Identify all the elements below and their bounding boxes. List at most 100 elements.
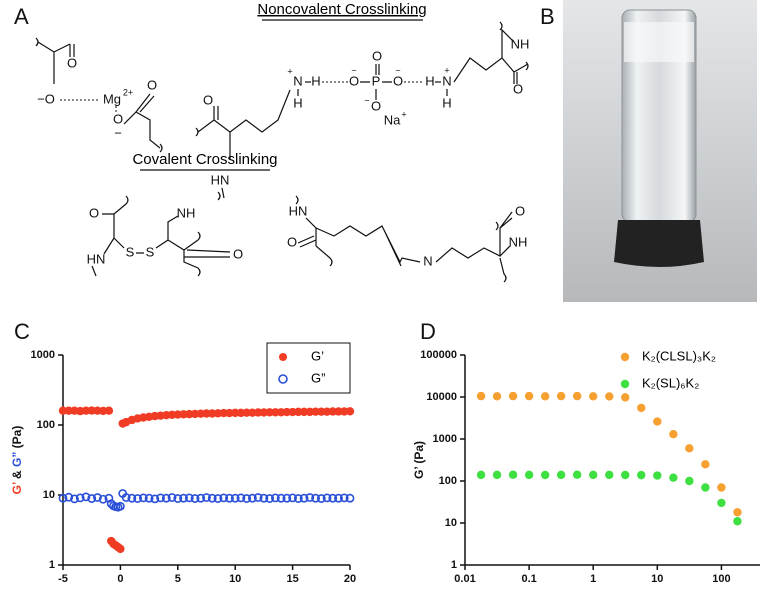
data-point bbox=[270, 493, 280, 503]
atom: H bbox=[442, 95, 451, 110]
bond bbox=[123, 93, 163, 153]
data-point bbox=[508, 470, 518, 479]
atom: −O bbox=[37, 91, 55, 106]
legend-marker bbox=[620, 379, 630, 389]
panel-label: A bbox=[14, 4, 29, 29]
data-point bbox=[701, 460, 710, 469]
data-point bbox=[161, 493, 171, 503]
data-point bbox=[299, 407, 309, 417]
y-tick-label: 1 bbox=[49, 559, 55, 571]
atom: + bbox=[401, 109, 406, 119]
legend-label: K₂(SL)₆K₂ bbox=[642, 375, 699, 390]
data-point bbox=[669, 473, 678, 482]
atom: HN bbox=[87, 251, 106, 266]
bond bbox=[35, 37, 75, 84]
atom: H bbox=[293, 95, 302, 110]
atom: O bbox=[393, 73, 403, 88]
y-axis-label: G’ (Pa) bbox=[412, 441, 426, 479]
data-point bbox=[685, 444, 694, 453]
y-tick-label: 10 bbox=[43, 489, 55, 501]
data-point bbox=[492, 470, 502, 480]
bond bbox=[217, 187, 225, 201]
data-point bbox=[556, 391, 566, 401]
x-tick-label: 0.1 bbox=[521, 573, 536, 585]
y-axis-label: G’ & G” (Pa) bbox=[10, 426, 24, 495]
data-point bbox=[589, 470, 598, 480]
data-point bbox=[265, 494, 275, 503]
data-point bbox=[637, 470, 646, 480]
bond bbox=[195, 89, 291, 160]
data-point bbox=[345, 493, 355, 503]
vial-cap bbox=[614, 220, 704, 267]
data-point bbox=[317, 407, 326, 416]
heading: Covalent Crosslinking bbox=[132, 151, 277, 168]
data-point bbox=[299, 493, 309, 503]
atom: N bbox=[293, 73, 302, 88]
atom: − bbox=[114, 125, 122, 140]
legend-marker bbox=[278, 374, 288, 384]
data-point bbox=[669, 430, 678, 439]
data-point bbox=[524, 391, 534, 401]
y-tick-label: 1000 bbox=[31, 349, 55, 361]
atom: − bbox=[364, 95, 369, 105]
y-tick-label: 100 bbox=[37, 419, 55, 431]
data-point bbox=[173, 494, 183, 503]
y-axis-label-part: G’ bbox=[10, 482, 24, 494]
data-point bbox=[701, 483, 710, 492]
data-point bbox=[219, 493, 229, 503]
panel-label: B bbox=[540, 4, 555, 29]
data-point bbox=[589, 392, 598, 401]
data-point bbox=[184, 493, 194, 503]
data-point bbox=[150, 494, 160, 504]
atom: O bbox=[371, 98, 381, 113]
data-point bbox=[605, 470, 614, 480]
data-point bbox=[492, 392, 502, 401]
data-point bbox=[311, 407, 320, 416]
data-point bbox=[58, 406, 68, 415]
data-point bbox=[328, 493, 338, 503]
data-point bbox=[144, 493, 154, 503]
legend-label: K₂(CLSL)₃K₂ bbox=[642, 348, 716, 363]
data-point bbox=[322, 493, 332, 503]
atom: O bbox=[287, 234, 297, 249]
data-point bbox=[653, 417, 662, 426]
vial-neck bbox=[624, 22, 694, 62]
data-point bbox=[219, 408, 228, 418]
y-axis-label-part: G” bbox=[10, 452, 24, 467]
data-point bbox=[64, 406, 73, 415]
data-point bbox=[98, 494, 108, 504]
x-tick-label: 1 bbox=[590, 573, 596, 585]
data-point bbox=[265, 408, 274, 417]
panel-a: A Noncovalent Crosslinking Covalent Cros… bbox=[14, 1, 530, 283]
y-axis-label-part: & bbox=[10, 467, 24, 482]
x-tick-label: -5 bbox=[58, 573, 68, 585]
atom: 2+ bbox=[123, 87, 133, 97]
atom: O bbox=[147, 77, 157, 92]
data-point bbox=[253, 493, 263, 502]
data-point bbox=[293, 494, 303, 503]
atom: O bbox=[513, 81, 523, 96]
atom: N bbox=[423, 253, 432, 268]
data-point bbox=[572, 470, 582, 479]
data-point bbox=[248, 493, 257, 503]
x-tick-label: 15 bbox=[286, 573, 298, 585]
atom: O bbox=[89, 205, 99, 220]
atom: O bbox=[372, 48, 382, 63]
bond bbox=[360, 64, 392, 100]
x-tick-label: 100 bbox=[712, 573, 730, 585]
atom: NH bbox=[511, 36, 530, 51]
data-point bbox=[305, 493, 315, 502]
data-point bbox=[339, 493, 349, 503]
x-tick-label: 10 bbox=[651, 573, 663, 585]
atom: N bbox=[442, 73, 451, 88]
data-point bbox=[253, 408, 263, 417]
data-point bbox=[328, 407, 337, 416]
data-point bbox=[733, 517, 742, 526]
data-point bbox=[236, 493, 246, 503]
data-point bbox=[242, 494, 252, 503]
data-point bbox=[334, 493, 343, 503]
bond bbox=[453, 21, 529, 84]
x-tick-label: 10 bbox=[229, 573, 241, 585]
legend-marker bbox=[279, 353, 287, 361]
data-point bbox=[276, 493, 286, 503]
